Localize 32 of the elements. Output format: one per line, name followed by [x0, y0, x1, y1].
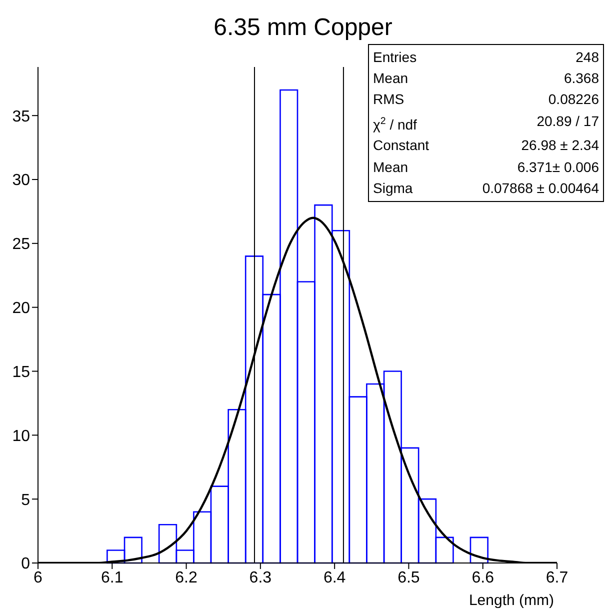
y-tick-label: 25	[12, 236, 30, 254]
annotation: 0.07868 ± 0.00464	[482, 178, 599, 198]
y-tick-label: 15	[12, 364, 30, 381]
annotation: 0.08226	[548, 90, 599, 110]
x-tick-label: 6.4	[323, 569, 346, 586]
y-tick-label: 0	[21, 556, 30, 573]
annotation: RMS	[373, 90, 404, 110]
y-tick-label: 10	[12, 428, 30, 445]
x-tick-label: 6.3	[249, 569, 272, 586]
x-tick-label: 6.5	[398, 569, 420, 586]
text: 6.368	[564, 69, 599, 88]
annotation: Sigma	[373, 178, 413, 198]
y-tick-label: 20	[12, 300, 30, 318]
annotation: 26.98 ± 2.34	[521, 136, 599, 156]
annotation: Mean	[373, 69, 408, 88]
x-tick-label: 6.2	[175, 569, 198, 586]
annotation: χ$^{2}$ / ndf	[373, 114, 417, 134]
x-tick-label: 6.7	[546, 569, 568, 586]
annotation: 6.371± 0.006	[517, 158, 599, 177]
y-tick-label: 5	[21, 492, 30, 509]
chart-title: 6.35 mm Copper	[212, 14, 394, 42]
y-tick-label: 35	[12, 108, 30, 126]
text: 248	[576, 48, 599, 67]
annotation: Constant	[373, 136, 430, 156]
annotation: Mean	[373, 158, 408, 177]
x-tick-label: 6	[34, 569, 43, 586]
annotation: 20.89 / 17	[536, 112, 599, 131]
y-tick-label: 30	[12, 172, 30, 190]
x-axis-title: Length (mm)	[468, 592, 554, 609]
x-tick-label: 6.6	[472, 569, 494, 586]
x-tick-label: 6.1	[101, 569, 124, 586]
text: Entries	[373, 48, 417, 67]
